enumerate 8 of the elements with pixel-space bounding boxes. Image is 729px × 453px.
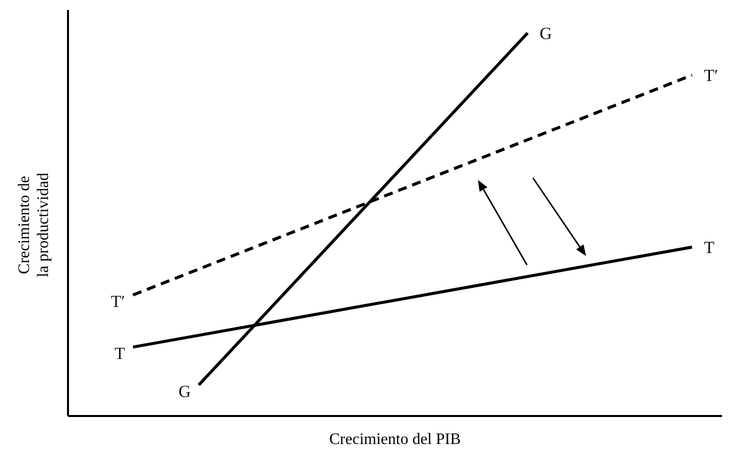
series-label: G (178, 382, 191, 401)
series-label: T′ (110, 292, 125, 311)
text: G (540, 24, 552, 43)
series-label: T (114, 344, 126, 364)
text: T′ (704, 66, 718, 86)
text: T (704, 238, 714, 258)
x-axis-title: Crecimiento del PIB (329, 431, 461, 448)
y-axis-title: Crecimiento de la productividad (16, 172, 52, 278)
